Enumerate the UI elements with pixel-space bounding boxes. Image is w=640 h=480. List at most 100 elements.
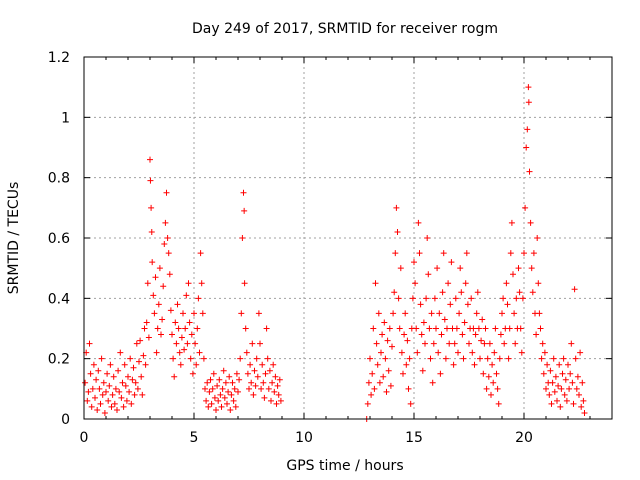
data-point — [271, 388, 278, 395]
data-point — [534, 235, 541, 241]
data-point — [240, 189, 247, 196]
data-point — [546, 391, 553, 398]
data-point — [549, 379, 556, 386]
data-point — [550, 355, 557, 362]
data-point — [455, 349, 461, 356]
data-point — [164, 235, 171, 241]
data-point — [218, 403, 225, 410]
data-point — [100, 379, 107, 386]
data-point — [238, 310, 245, 317]
data-point — [572, 355, 579, 362]
data-point — [580, 397, 587, 404]
data-point — [555, 382, 562, 389]
data-point — [470, 325, 477, 332]
data-point — [165, 250, 172, 257]
data-point — [266, 367, 273, 374]
data-point — [527, 219, 534, 226]
data-point — [518, 349, 525, 356]
data-point — [90, 361, 97, 368]
data-point — [383, 388, 390, 395]
data-point — [512, 340, 519, 347]
data-point — [406, 355, 413, 362]
data-point — [570, 400, 577, 407]
data-point — [501, 340, 508, 347]
data-point — [535, 280, 542, 287]
data-point — [563, 397, 570, 404]
data-point — [402, 310, 409, 317]
tick-labels: 0 5 10 15 20 0 0.2 0.4 0.6 0.8 1 1.2 — [48, 50, 533, 446]
data-point — [222, 379, 229, 386]
data-point — [158, 331, 164, 338]
data-point — [560, 355, 567, 362]
data-point — [494, 385, 501, 392]
data-point — [148, 228, 155, 235]
data-point — [568, 340, 575, 347]
data-point — [497, 331, 504, 338]
data-point — [129, 376, 136, 383]
y-tick-label: 0.6 — [48, 231, 70, 247]
data-point — [275, 391, 282, 398]
data-point — [504, 301, 511, 308]
data-point — [495, 400, 502, 407]
data-point — [396, 325, 403, 332]
data-point — [193, 361, 200, 368]
data-point — [401, 331, 408, 338]
data-point — [393, 204, 400, 211]
data-point — [114, 406, 120, 413]
data-point — [260, 379, 267, 386]
data-point — [97, 400, 104, 407]
data-point — [272, 373, 279, 380]
data-point — [376, 379, 383, 386]
data-point — [187, 355, 194, 362]
data-point — [459, 331, 466, 338]
data-point — [475, 325, 482, 332]
data-point — [242, 325, 249, 332]
data-point — [562, 376, 569, 383]
data-point — [423, 295, 430, 302]
data-point — [418, 331, 425, 338]
data-point — [521, 250, 527, 257]
data-point — [558, 385, 565, 392]
data-point — [578, 403, 585, 410]
data-point — [147, 177, 154, 184]
data-point — [571, 286, 578, 293]
axis-ticks — [83, 56, 612, 420]
data-point — [206, 388, 213, 395]
data-point — [367, 355, 373, 362]
data-point — [386, 325, 393, 332]
data-point — [478, 337, 485, 344]
data-point — [241, 207, 248, 214]
data-point — [184, 340, 191, 347]
data-point — [219, 385, 226, 392]
data-point — [404, 337, 411, 344]
data-point — [216, 376, 223, 383]
data-point — [138, 373, 145, 380]
data-point — [490, 379, 497, 386]
data-point — [483, 385, 490, 392]
data-point — [481, 340, 488, 347]
data-point — [529, 289, 536, 296]
data-point — [528, 265, 535, 272]
data-point — [202, 385, 208, 392]
data-point — [166, 271, 173, 278]
data-point — [530, 250, 537, 257]
data-point — [510, 271, 516, 278]
data-point — [543, 385, 549, 392]
data-point — [424, 235, 431, 241]
data-point — [416, 250, 423, 257]
data-point — [417, 301, 424, 308]
data-point — [442, 355, 449, 362]
data-point — [211, 394, 218, 401]
data-point — [147, 156, 153, 163]
y-tick-label: 0.4 — [48, 291, 70, 307]
data-point — [198, 280, 205, 287]
data-point — [122, 382, 129, 389]
x-tick-label: 0 — [80, 430, 89, 446]
data-point — [120, 403, 127, 410]
data-point — [205, 403, 212, 410]
data-point — [265, 385, 272, 392]
data-point — [525, 99, 532, 106]
data-point — [99, 391, 106, 398]
data-point — [173, 340, 180, 347]
data-point — [447, 301, 454, 308]
